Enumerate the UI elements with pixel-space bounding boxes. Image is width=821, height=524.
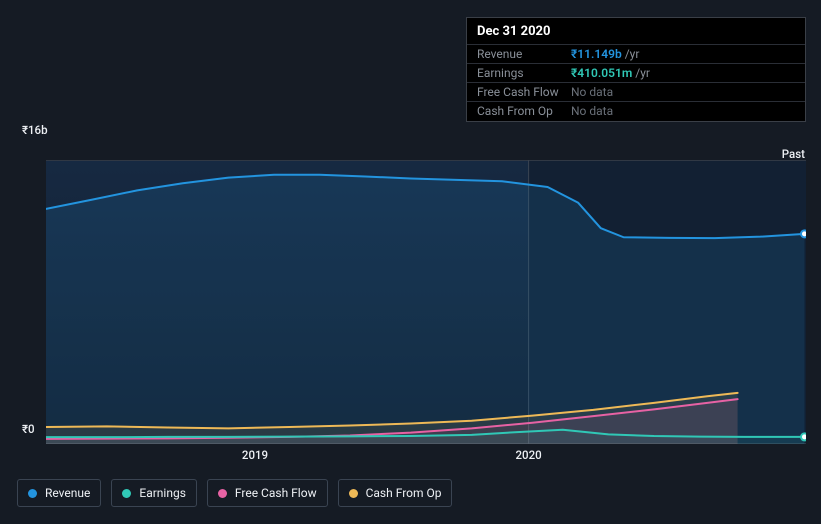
tooltip-row-value: No data bbox=[571, 85, 613, 99]
tooltip-row-value: ₹11.149b/yr bbox=[571, 47, 639, 61]
tooltip-row-value: ₹410.051m/yr bbox=[571, 66, 650, 80]
legend-swatch bbox=[218, 489, 227, 498]
y-axis-label-zero: ₹0 bbox=[22, 422, 35, 436]
past-marker-label: Past bbox=[782, 147, 805, 161]
chart-plot-area bbox=[46, 160, 806, 444]
legend-item-cash-from-op[interactable]: Cash From Op bbox=[338, 479, 453, 507]
tooltip-row-label: Free Cash Flow bbox=[477, 85, 571, 99]
tooltip-row-label: Earnings bbox=[477, 66, 571, 80]
tooltip-row: Earnings₹410.051m/yr bbox=[467, 63, 805, 82]
tooltip-row-label: Revenue bbox=[477, 47, 571, 61]
tooltip-row: Revenue₹11.149b/yr bbox=[467, 44, 805, 63]
financial-chart: ₹16b ₹0 Past 2019 2020 Dec 31 2020 Reven… bbox=[0, 0, 821, 524]
tooltip-row: Free Cash FlowNo data bbox=[467, 82, 805, 101]
legend-item-revenue[interactable]: Revenue bbox=[17, 479, 101, 507]
legend-item-label: Revenue bbox=[45, 486, 90, 500]
legend-item-label: Earnings bbox=[139, 486, 186, 500]
legend-swatch bbox=[28, 489, 37, 498]
tooltip-row-label: Cash From Op bbox=[477, 104, 571, 118]
chart-tooltip: Dec 31 2020 Revenue₹11.149b/yrEarnings₹4… bbox=[466, 17, 806, 122]
legend-item-free-cash-flow[interactable]: Free Cash Flow bbox=[207, 479, 328, 507]
chart-legend: Revenue Earnings Free Cash Flow Cash From O… bbox=[17, 479, 452, 507]
tooltip-row-value: No data bbox=[571, 104, 613, 118]
legend-item-label: Free Cash Flow bbox=[235, 486, 317, 500]
tooltip-row: Cash From OpNo data bbox=[467, 101, 805, 120]
x-axis-label-2020: 2020 bbox=[516, 448, 542, 462]
y-axis-label-max: ₹16b bbox=[22, 123, 48, 137]
legend-swatch bbox=[122, 489, 131, 498]
x-axis-label-2019: 2019 bbox=[242, 448, 268, 462]
legend-item-label: Cash From Op bbox=[366, 486, 442, 500]
legend-swatch bbox=[349, 489, 358, 498]
tooltip-date: Dec 31 2020 bbox=[467, 19, 805, 44]
legend-item-earnings[interactable]: Earnings bbox=[111, 479, 197, 507]
